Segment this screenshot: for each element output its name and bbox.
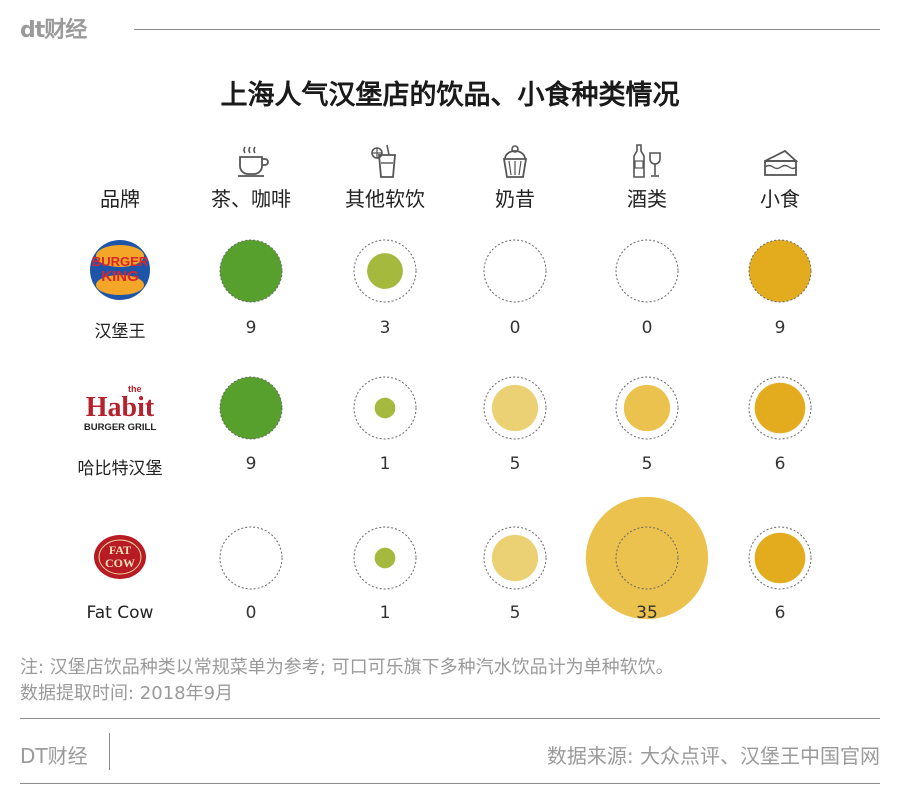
reference-ring-burger-king-milkshake (483, 239, 547, 303)
reference-ring-fat-cow-milkshake (483, 526, 547, 590)
reference-ring-fat-cow-snack (748, 526, 812, 590)
reference-ring-fat-cow-tea (219, 526, 283, 590)
value-label-fat-cow-snack: 6 (774, 603, 786, 623)
reference-ring-burger-king-soft-drink (353, 239, 417, 303)
bubble-habit-milkshake (491, 384, 539, 432)
brand-name-habit: 哈比特汉堡 (77, 459, 163, 479)
column-header-milkshake: 奶昔 (495, 187, 535, 211)
value-label-fat-cow-alcohol: 35 (636, 603, 658, 623)
reference-ring-fat-cow-soft-drink (353, 526, 417, 590)
bubble-habit-soft-drink (374, 397, 396, 419)
chart-title: 上海人气汉堡店的饮品、小食种类情况 (220, 80, 680, 111)
bubble-habit-alcohol (623, 384, 671, 432)
reference-ring-habit-snack (748, 376, 812, 440)
fat-cow-logo: FAT COW (94, 535, 146, 579)
footer-separator (109, 733, 110, 770)
value-label-habit-snack: 6 (774, 454, 786, 474)
svg-text:the: the (128, 384, 142, 394)
value-label-habit-milkshake: 5 (509, 454, 521, 474)
svg-text:COW: COW (105, 556, 135, 570)
bubble-habit-snack (754, 382, 806, 434)
value-label-habit-tea: 9 (245, 454, 257, 474)
brand-column-header: 品牌 (100, 187, 140, 211)
value-label-fat-cow-milkshake: 5 (509, 603, 521, 623)
svg-text:BURGER GRILL: BURGER GRILL (84, 422, 157, 433)
footnote: 注: 汉堡店饮品种类以常规菜单为参考; 可口可乐旗下多种汽水饮品计为单种软饮。 … (20, 655, 674, 707)
soft-drink-icon (371, 144, 396, 178)
footer-divider-top (20, 718, 880, 719)
milkshake-icon (502, 145, 528, 178)
bubble-fat-cow-milkshake (491, 534, 539, 582)
reference-ring-burger-king-alcohol (615, 239, 679, 303)
value-label-burger-king-snack: 9 (774, 318, 786, 338)
svg-text:FAT: FAT (109, 543, 131, 557)
brand-name-fat-cow: Fat Cow (86, 603, 154, 623)
svg-text:BURGER: BURGER (92, 254, 149, 269)
tea-cup-icon (238, 146, 269, 177)
dt-finance-logo: dt财经 (20, 18, 87, 43)
habit-burger-logo: the Habit BURGER GRILL (84, 384, 157, 433)
reference-ring-habit-tea (219, 376, 283, 440)
value-label-habit-alcohol: 5 (641, 454, 653, 474)
reference-ring-habit-milkshake (483, 376, 547, 440)
column-header-snacks: 小食 (760, 187, 800, 211)
value-label-fat-cow-soft-drink: 1 (379, 603, 391, 623)
bubble-burger-king-soft-drink (367, 253, 403, 289)
column-header-alcohol: 酒类 (627, 187, 667, 211)
bubble-burger-king-tea (220, 240, 282, 302)
bubble-fat-cow-alcohol (585, 496, 709, 620)
bubble-fat-cow-soft-drink (374, 547, 396, 569)
cake-icon (764, 149, 798, 176)
bubble-habit-tea (220, 377, 282, 439)
wine-icon (633, 144, 661, 178)
value-label-burger-king-alcohol: 0 (641, 318, 653, 338)
value-label-burger-king-tea: 9 (245, 318, 257, 338)
bubble-burger-king-snack (749, 240, 811, 302)
brand-name-burger-king: 汉堡王 (94, 322, 146, 342)
svg-text:Habit: Habit (86, 392, 155, 423)
footnote-line-1: 注: 汉堡店饮品种类以常规菜单为参考; 可口可乐旗下多种汽水饮品计为单种软饮。 (20, 657, 674, 678)
reference-ring-fat-cow-alcohol (615, 526, 679, 590)
value-label-fat-cow-tea: 0 (245, 603, 257, 623)
column-header-soft-drinks: 其他软饮 (345, 187, 425, 211)
column-header-tea-coffee: 茶、咖啡 (211, 187, 291, 211)
reference-ring-burger-king-tea (219, 239, 283, 303)
value-label-habit-soft-drink: 1 (379, 454, 391, 474)
value-label-burger-king-soft-drink: 3 (379, 318, 391, 338)
header-divider (134, 29, 880, 30)
footer-divider-bottom (20, 783, 880, 784)
burger-king-logo: BURGER KING (90, 240, 150, 300)
footer-source: 数据来源: 大众点评、汉堡王中国官网 (546, 744, 880, 768)
bubble-fat-cow-snack (754, 532, 806, 584)
value-label-burger-king-milkshake: 0 (509, 318, 521, 338)
reference-ring-habit-alcohol (615, 376, 679, 440)
reference-ring-burger-king-snack (748, 239, 812, 303)
svg-text:KING: KING (101, 268, 139, 285)
footnote-line-2: 数据提取时间: 2018年9月 (20, 683, 234, 704)
footer-brand: DT财经 (20, 744, 88, 768)
reference-ring-habit-soft-drink (353, 376, 417, 440)
